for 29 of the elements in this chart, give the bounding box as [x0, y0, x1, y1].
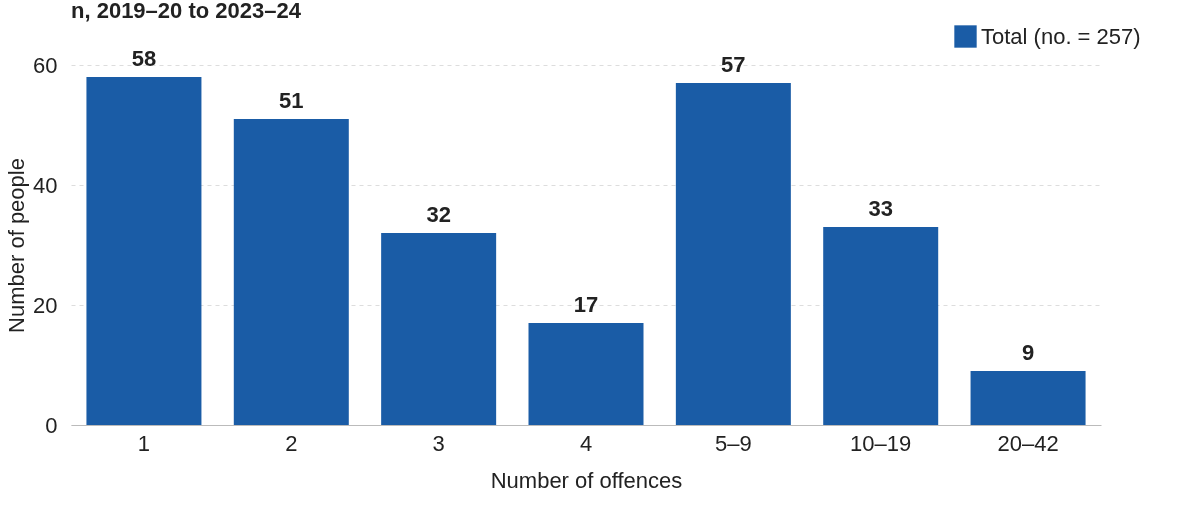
x-tick-label: 5–9: [714, 430, 752, 456]
bar: [528, 323, 644, 425]
data-label: 17: [573, 292, 599, 317]
data-label: 9: [1021, 340, 1035, 365]
data-label: 51: [279, 88, 304, 113]
bar: [970, 371, 1086, 425]
x-tick-label: 2: [285, 430, 298, 456]
data-label: 32: [426, 202, 451, 227]
x-tick-label: 3: [432, 430, 445, 456]
x-axis-title: Number of offences: [490, 467, 683, 493]
bar: [381, 233, 497, 425]
bar: [86, 77, 202, 425]
x-tick-label: 4: [579, 430, 593, 456]
chart-title: n, 2019–20 to 2023–24: [71, 0, 302, 23]
data-label: 58: [131, 46, 157, 71]
y-tick-label: 60: [33, 52, 58, 78]
data-label: 57: [721, 52, 746, 77]
legend-label: Total (no. = 257): [981, 23, 1141, 49]
bar: [233, 119, 349, 425]
y-tick-label: 20: [33, 292, 58, 318]
bar: [823, 227, 939, 425]
bar: [675, 83, 791, 425]
x-tick-label: 20–42: [997, 430, 1059, 456]
y-tick-label: 40: [33, 172, 58, 198]
y-tick-label: 0: [45, 412, 58, 438]
y-axis-title: Number of people: [4, 158, 30, 333]
x-tick-label: 1: [137, 430, 151, 456]
data-label: 33: [868, 196, 893, 221]
x-tick-label: 10–19: [850, 430, 912, 456]
